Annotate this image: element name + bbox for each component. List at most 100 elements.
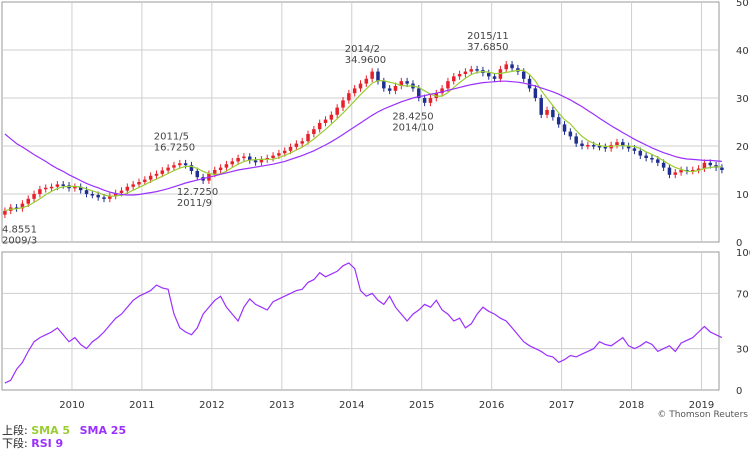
candle-body <box>26 198 30 204</box>
candle-body <box>347 93 351 101</box>
annotation-label: 2011/9 <box>177 198 212 209</box>
candle-body <box>568 131 573 137</box>
candle-body <box>492 76 497 79</box>
candle-body <box>32 194 36 199</box>
candle-body <box>551 110 555 118</box>
sma25-line <box>4 80 722 196</box>
candle-body <box>370 71 374 79</box>
candle-body <box>586 145 590 147</box>
candle-body <box>603 146 608 149</box>
candle-body <box>20 203 25 209</box>
candle-body <box>125 186 130 191</box>
candle-body <box>282 150 287 154</box>
candle-body <box>242 156 246 159</box>
upper-y-tick-label: 10 <box>736 190 749 201</box>
candle-body <box>469 69 474 72</box>
candle-body <box>352 88 357 94</box>
legend-upper-label: 上段: <box>2 424 28 437</box>
candle-body <box>656 159 660 163</box>
candle-body <box>417 88 421 98</box>
candle-body <box>457 74 462 77</box>
candle-body <box>183 163 188 166</box>
candle-body <box>172 165 176 168</box>
candle-body <box>376 71 380 82</box>
lower-y-tick-label: 0 <box>736 386 742 397</box>
candle-body <box>341 100 345 108</box>
candle-body <box>621 142 625 146</box>
x-tick-label: 2015 <box>409 400 434 411</box>
candle-body <box>236 158 240 162</box>
upper-y-tick-label: 20 <box>736 142 749 153</box>
annotation-label: 16.7250 <box>154 143 195 154</box>
candle-body <box>399 81 404 86</box>
candle-body <box>55 184 60 187</box>
candle-body <box>644 155 648 158</box>
legend-rsi9: RSI 9 <box>31 437 64 450</box>
candle-body <box>148 175 153 180</box>
candle-body <box>452 76 456 82</box>
candle-body <box>650 158 654 160</box>
x-tick-label: 2013 <box>269 400 294 411</box>
candle-body <box>696 168 701 171</box>
candle-body <box>230 161 235 165</box>
candle-body <box>178 163 182 166</box>
candle-body <box>160 170 165 174</box>
candle-body <box>387 88 392 91</box>
candle-body <box>108 195 112 199</box>
candle-body <box>143 179 147 182</box>
candle-body <box>393 86 398 91</box>
candle-body <box>90 194 95 196</box>
annotation-label: 2015/11 <box>467 31 509 42</box>
sma25-polyline <box>4 80 722 196</box>
candle-body <box>271 155 275 158</box>
candle-body <box>702 162 707 169</box>
candle-body <box>708 162 713 166</box>
lower-y-tick-label: 70 <box>736 289 749 300</box>
candle-body <box>247 156 252 161</box>
candle-body <box>3 210 7 215</box>
candle-body <box>632 148 637 151</box>
candle-body <box>294 143 299 147</box>
candle-body <box>277 153 281 156</box>
candle-body <box>195 170 200 178</box>
candle-body <box>510 64 514 69</box>
annotation: 2014/234.9600 <box>345 44 386 66</box>
candle-body <box>661 162 666 168</box>
candle-body <box>720 167 724 170</box>
candlestick-series <box>3 61 724 218</box>
candle-body <box>14 207 19 209</box>
candle-body <box>73 186 77 189</box>
upper-y-tick-label: 0 <box>736 238 742 249</box>
candle-body <box>382 81 386 89</box>
lower-y-tick-label: 100 <box>736 248 750 259</box>
x-tick-label: 2011 <box>129 400 154 411</box>
candle-body <box>597 146 602 148</box>
candle-body <box>131 184 135 187</box>
x-tick-label: 2014 <box>339 400 364 411</box>
lower-panel-frame <box>1 251 720 391</box>
candle-body <box>691 170 695 172</box>
candle-body <box>224 164 229 168</box>
candle-body <box>527 78 532 89</box>
candle-body <box>504 64 508 70</box>
candle-body <box>521 71 526 79</box>
annotation: 2011/516.7250 <box>154 132 195 154</box>
candle-body <box>329 114 334 120</box>
legend-lower-label: 下段: <box>2 437 28 450</box>
candle-body <box>556 117 561 125</box>
annotation-label: 34.9600 <box>345 55 386 66</box>
candle-body <box>364 78 369 84</box>
candle-body <box>218 167 223 170</box>
annotation-label: 2014/10 <box>392 123 434 134</box>
candle-body <box>486 73 491 77</box>
candle-body <box>463 71 468 74</box>
candle-body <box>591 145 596 147</box>
x-tick-label: 2019 <box>689 400 714 411</box>
annotation-label: 12.7250 <box>177 187 218 198</box>
annotation-label: 37.6850 <box>467 42 508 53</box>
legend-lower: 下段: RSI 9 <box>2 437 63 450</box>
candle-body <box>428 98 433 103</box>
candle-body <box>253 160 258 163</box>
